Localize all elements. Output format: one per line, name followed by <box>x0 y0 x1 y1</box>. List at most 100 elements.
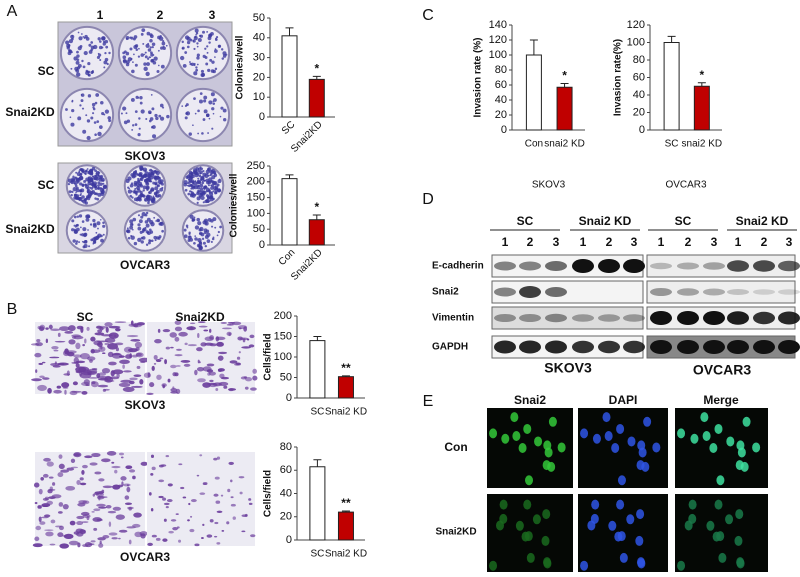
cell <box>215 336 226 341</box>
label: Snai2 KD <box>736 214 789 228</box>
cell <box>196 474 200 477</box>
colony <box>198 99 203 104</box>
nucleus <box>736 557 745 568</box>
colony <box>130 97 135 102</box>
colony <box>202 30 206 34</box>
cell <box>34 536 40 542</box>
cell <box>68 540 79 546</box>
cell <box>136 365 141 369</box>
cell <box>116 373 120 378</box>
colony <box>150 173 153 176</box>
cell <box>96 503 106 507</box>
nucleus <box>735 460 744 471</box>
cell <box>248 502 253 505</box>
colony <box>187 184 191 188</box>
band <box>753 340 775 354</box>
colony <box>75 171 78 174</box>
cell <box>70 466 79 469</box>
colony <box>145 71 150 77</box>
colony <box>161 186 164 189</box>
colony <box>205 113 210 118</box>
label: 3 <box>553 235 560 249</box>
colony <box>147 241 151 245</box>
cell <box>77 542 81 548</box>
colony <box>141 194 145 198</box>
cell <box>175 513 179 516</box>
y-tick-label: 40 <box>495 94 507 106</box>
colony <box>207 68 211 73</box>
colony <box>200 73 205 78</box>
nucleus <box>726 436 735 447</box>
cell <box>108 332 119 339</box>
cell <box>151 365 155 371</box>
colony <box>103 184 107 189</box>
label: 2 <box>527 235 534 249</box>
colony <box>185 224 189 228</box>
band <box>778 340 800 354</box>
cell <box>81 470 85 475</box>
cell <box>121 481 124 487</box>
colony <box>201 237 205 240</box>
nucleus <box>526 552 535 563</box>
colony <box>90 173 93 176</box>
cell <box>217 368 223 372</box>
colony <box>79 104 82 107</box>
cell <box>162 329 171 333</box>
colony <box>204 221 209 226</box>
cell <box>228 388 234 392</box>
cell <box>174 336 180 342</box>
cell <box>213 535 218 538</box>
cell <box>122 483 131 487</box>
y-tick-label: 0 <box>259 111 265 123</box>
cell <box>120 476 127 481</box>
colony <box>74 176 76 179</box>
colony <box>103 60 108 65</box>
colony <box>155 116 159 121</box>
colony <box>162 40 165 43</box>
cell <box>226 324 234 326</box>
colony <box>204 56 208 59</box>
colony <box>193 185 198 190</box>
cell <box>197 378 206 383</box>
band <box>703 311 725 325</box>
colony <box>194 112 197 115</box>
bar <box>337 376 354 399</box>
cell <box>216 542 221 545</box>
colony <box>76 58 80 62</box>
label: C <box>422 7 434 24</box>
nucleus <box>617 531 626 542</box>
nucleus <box>709 442 718 453</box>
colony <box>134 171 137 174</box>
label: Snai2KD <box>175 310 225 324</box>
cell <box>220 376 230 380</box>
colony <box>159 179 164 184</box>
colony <box>210 240 213 243</box>
label: Snai2 KD <box>579 214 632 228</box>
cell <box>128 469 136 473</box>
cell <box>122 364 125 369</box>
colony <box>223 118 227 122</box>
colony <box>108 119 112 123</box>
colony <box>70 122 75 127</box>
cell <box>147 542 153 546</box>
colony <box>211 127 214 130</box>
label: SKOV3 <box>544 360 592 376</box>
colony <box>202 118 206 121</box>
colony <box>72 187 77 192</box>
x-tick-label: Snai2 KD <box>325 549 367 560</box>
colony <box>81 220 85 223</box>
y-tick-label: 0 <box>639 124 645 136</box>
cell <box>111 352 123 359</box>
cell <box>248 498 252 501</box>
colony <box>78 214 83 218</box>
band <box>623 340 645 354</box>
cell <box>45 531 54 537</box>
bar <box>281 35 298 118</box>
colony <box>155 220 157 222</box>
colony <box>199 170 203 175</box>
colony <box>135 193 138 196</box>
colony <box>189 38 193 42</box>
colony <box>145 178 149 182</box>
cell <box>41 503 51 508</box>
colony <box>139 101 143 105</box>
